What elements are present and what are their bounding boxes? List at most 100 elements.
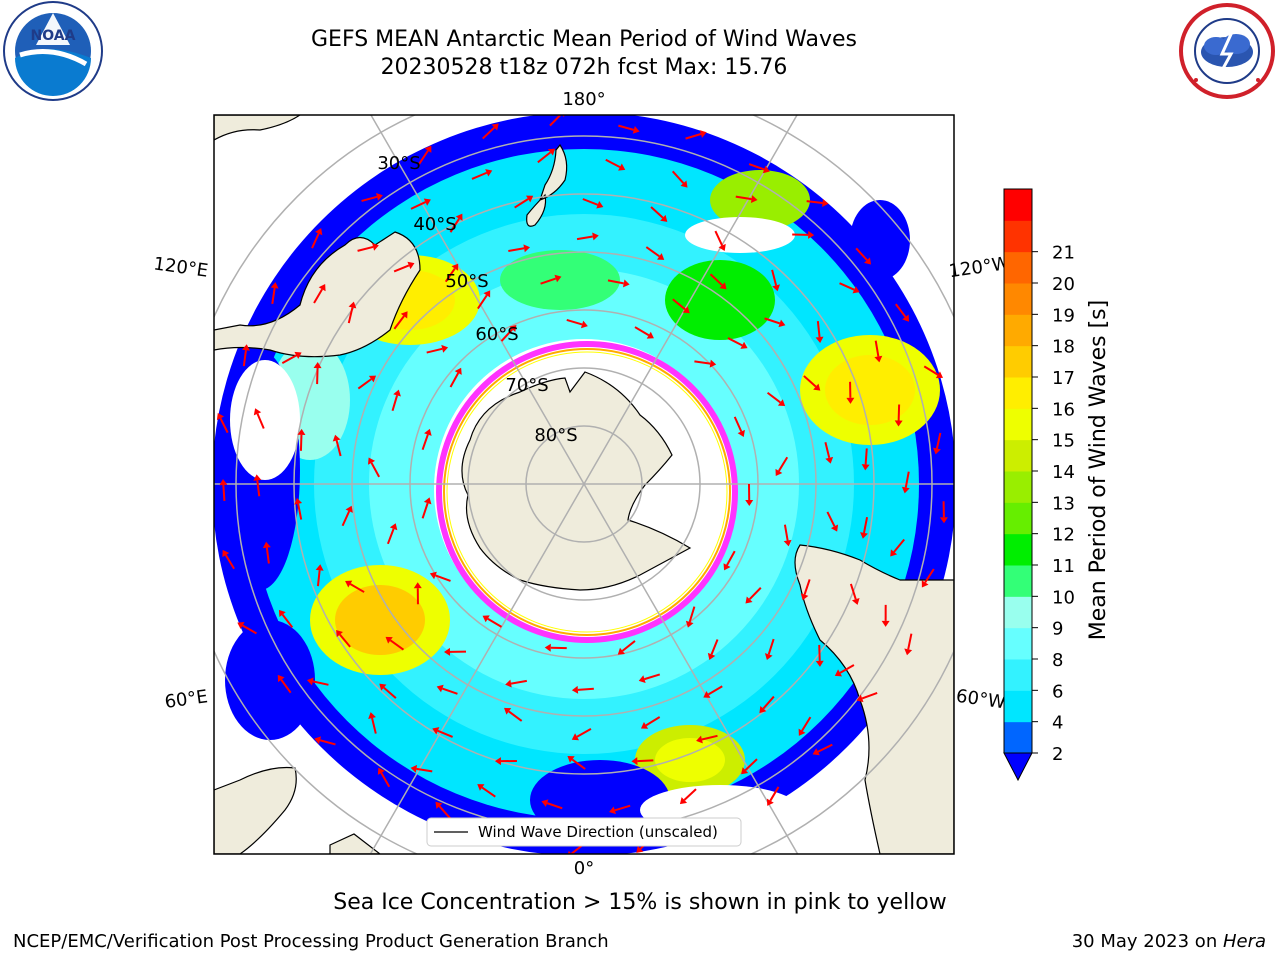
wave-direction-arrow	[764, 317, 786, 328]
wave-direction-arrow	[759, 695, 775, 714]
wave-direction-arrow	[881, 604, 890, 627]
colorbar-segment	[1004, 627, 1032, 660]
land-masses	[214, 115, 954, 854]
wave-direction-arrow	[393, 261, 415, 273]
colorbar-tick-label: 12	[1052, 525, 1075, 546]
noaa-logo-text: NOAA	[31, 28, 76, 44]
wave-direction-arrow	[895, 303, 910, 322]
wave-direction-arrow	[933, 432, 942, 455]
colorbar-tick-label: 10	[1052, 587, 1075, 608]
wave-direction-arrow	[544, 643, 567, 652]
colorbar-segment	[1004, 502, 1032, 535]
wave-direction-arrow	[418, 145, 432, 165]
wave-direction-arrow	[733, 416, 745, 437]
wave-direction-arrow	[368, 712, 377, 734]
wave-direction-arrow	[477, 290, 491, 310]
field-blob	[655, 738, 725, 782]
nws-logo-icon	[1179, 3, 1275, 99]
wave-direction-arrow	[270, 282, 279, 305]
wave-direction-arrow	[341, 505, 353, 527]
wave-direction-arrow	[357, 375, 377, 390]
wave-direction-arrow	[826, 511, 839, 532]
wave-direction-arrow	[645, 246, 665, 260]
wave-direction-arrow	[766, 391, 786, 407]
wave-direction-arrow	[904, 633, 913, 656]
wave-direction-arrow	[800, 579, 811, 601]
wave-direction-arrow	[576, 232, 599, 241]
wave-direction-arrow	[449, 213, 463, 233]
wave-direction-arrow	[537, 148, 556, 164]
wave-direction-arrow	[735, 195, 758, 204]
footer-machine: Hera	[1222, 931, 1266, 952]
ice-ring-yellow	[446, 351, 728, 633]
wave-direction-arrow	[815, 644, 824, 667]
footer-date-text: 30 May 2023 on	[1071, 931, 1223, 952]
wave-direction-arrow	[861, 448, 870, 471]
wave-direction-arrow	[650, 206, 668, 222]
wave-direction-arrow	[694, 359, 717, 368]
wave-direction-arrow	[672, 298, 690, 314]
wave-direction-arrow	[696, 734, 718, 744]
lon-label-right-upper: 120°W	[947, 253, 1011, 282]
wave-direction-arrow	[640, 716, 661, 729]
wave-direction-arrow	[849, 583, 860, 605]
wave-direction-arrow	[429, 571, 451, 582]
wave-direction-arrow	[894, 404, 903, 427]
colorbar-tick-label: 20	[1052, 274, 1075, 295]
lat-label-50s: 50°S	[445, 271, 488, 292]
wave-direction-arrow	[278, 609, 294, 628]
wave-direction-arrow	[281, 351, 302, 364]
wave-direction-arrow	[798, 716, 812, 736]
legend-label: Wind Wave Direction (unscaled)	[478, 823, 718, 841]
wave-direction-arrow	[436, 684, 458, 695]
lon-line	[583, 115, 798, 485]
wave-direction-arrow	[410, 764, 433, 773]
field-blob	[710, 170, 810, 230]
wave-direction-arrow	[421, 497, 432, 519]
wave-direction-arrow	[771, 269, 780, 292]
wave-direction-arrow	[367, 457, 381, 478]
ice-ring-pink	[436, 341, 738, 643]
wave-direction-arrow	[432, 727, 453, 738]
colorbar-underflow	[1003, 752, 1033, 782]
colorbar-tick-label: 11	[1052, 556, 1075, 577]
wave-direction-arrow	[607, 279, 630, 288]
wave-direction-arrow	[571, 728, 592, 741]
wave-direction-arrow	[482, 123, 499, 140]
wave-direction-arrow	[357, 243, 379, 252]
wave-direction-arrow	[504, 707, 523, 722]
wave-direction-arrow	[385, 636, 405, 651]
field-blob	[225, 620, 315, 740]
lat-label-30s: 30°S	[377, 153, 420, 174]
wave-direction-arrow	[313, 362, 322, 385]
colorbar-tick-label: 15	[1052, 431, 1075, 452]
wave-direction-arrow	[855, 247, 872, 265]
wave-direction-arrow	[241, 344, 250, 367]
wave-direction-arrow	[874, 340, 883, 363]
wave-direction-arrow	[216, 412, 229, 434]
footer-credit: NCEP/EMC/Verification Post Processing Pr…	[13, 931, 609, 952]
wave-direction-arrow	[540, 274, 562, 285]
sea-ice-band	[436, 341, 738, 643]
wave-direction-arrow	[222, 549, 235, 570]
wave-direction-arrow	[631, 757, 654, 766]
wave-direction-arrow	[605, 158, 626, 171]
wave-direction-arrow	[421, 428, 432, 451]
wave-direction-arrow	[703, 685, 723, 698]
wave-direction-arrow	[834, 664, 855, 677]
wave-direction-arrow	[500, 324, 517, 342]
asia-land	[214, 115, 302, 141]
wave-direction-arrow	[571, 685, 594, 694]
colorbar: 2 4 6 8 9 10 11 12 13 14 15 16 17 18 19 20 21	[1003, 188, 1075, 782]
ice-ring-orange	[443, 348, 731, 636]
wave-direction-arrow	[253, 408, 265, 429]
wave-direction-arrow	[219, 479, 228, 502]
wave-direction-arrow	[277, 674, 292, 694]
wave-direction-arrow	[477, 784, 496, 798]
colorbar-segment	[1004, 471, 1032, 503]
wave-direction-arrow	[679, 788, 697, 805]
wave-direction-arrow	[541, 799, 563, 810]
wave-direction-arrow	[294, 497, 303, 520]
wave-direction-arrow	[426, 344, 449, 354]
wave-direction-arrow	[617, 640, 636, 655]
